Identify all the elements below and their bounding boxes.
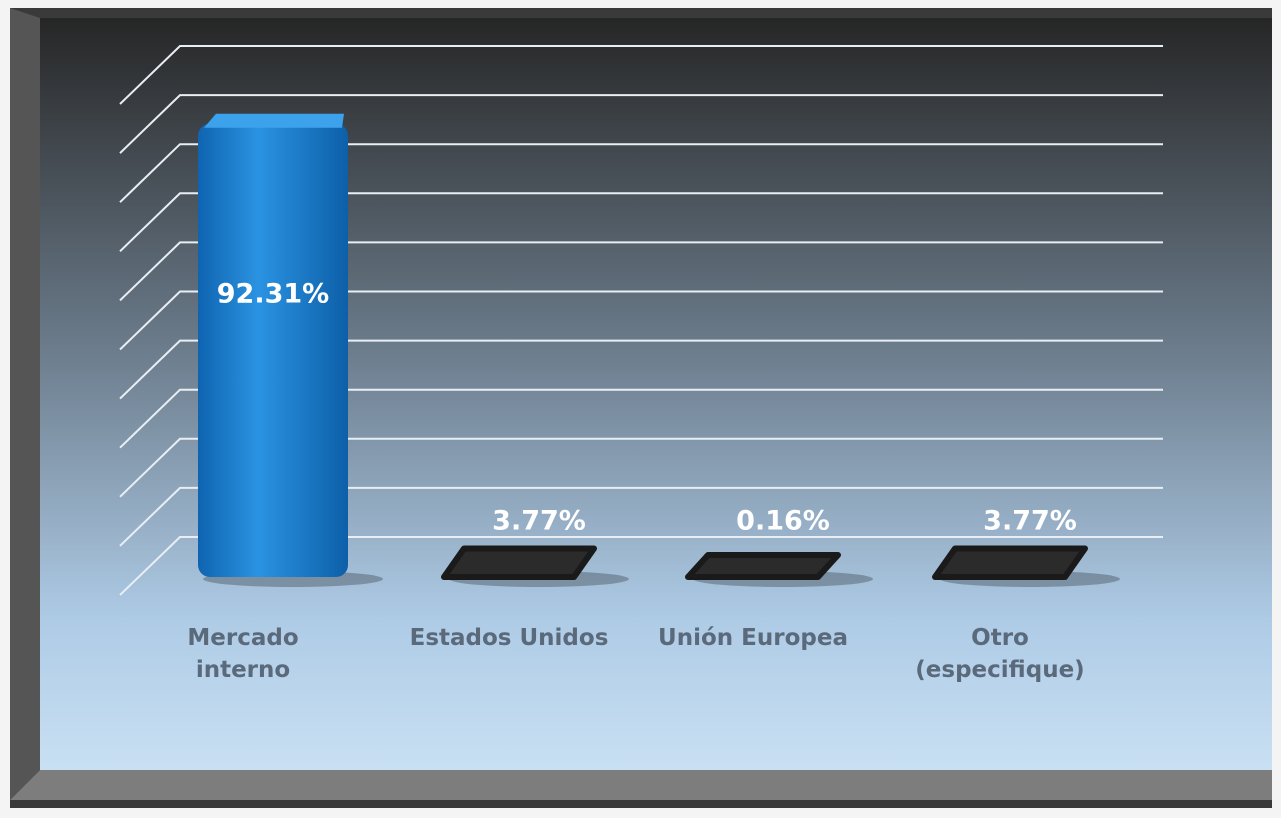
bar [198,123,348,577]
value-label: 0.16% [736,506,830,537]
bar [685,552,841,580]
category-label: Otro (especifique) [915,625,1085,683]
value-label: 3.77% [983,506,1077,537]
bevel-left [10,8,40,800]
grid-line [119,45,1163,105]
bar [932,545,1088,580]
category-label: Estados Unidos [409,625,609,651]
grid-line [119,339,1163,400]
bar [441,545,597,580]
grid-line [119,388,1163,449]
grid-line [119,143,1163,203]
grid-line [119,437,1163,498]
category-label: Unión Europea [658,625,848,651]
grid-line [119,192,1163,253]
grid-line [119,486,1163,547]
grid-line [119,241,1163,302]
value-label: 3.77% [492,506,586,537]
bar-top [204,113,344,128]
value-label: 92.31% [217,279,329,310]
grid-line [119,536,1163,596]
bevel [10,770,1272,800]
category-label: Mercado interno [187,625,299,683]
grid-line [119,94,1163,154]
grid-line [119,290,1163,351]
